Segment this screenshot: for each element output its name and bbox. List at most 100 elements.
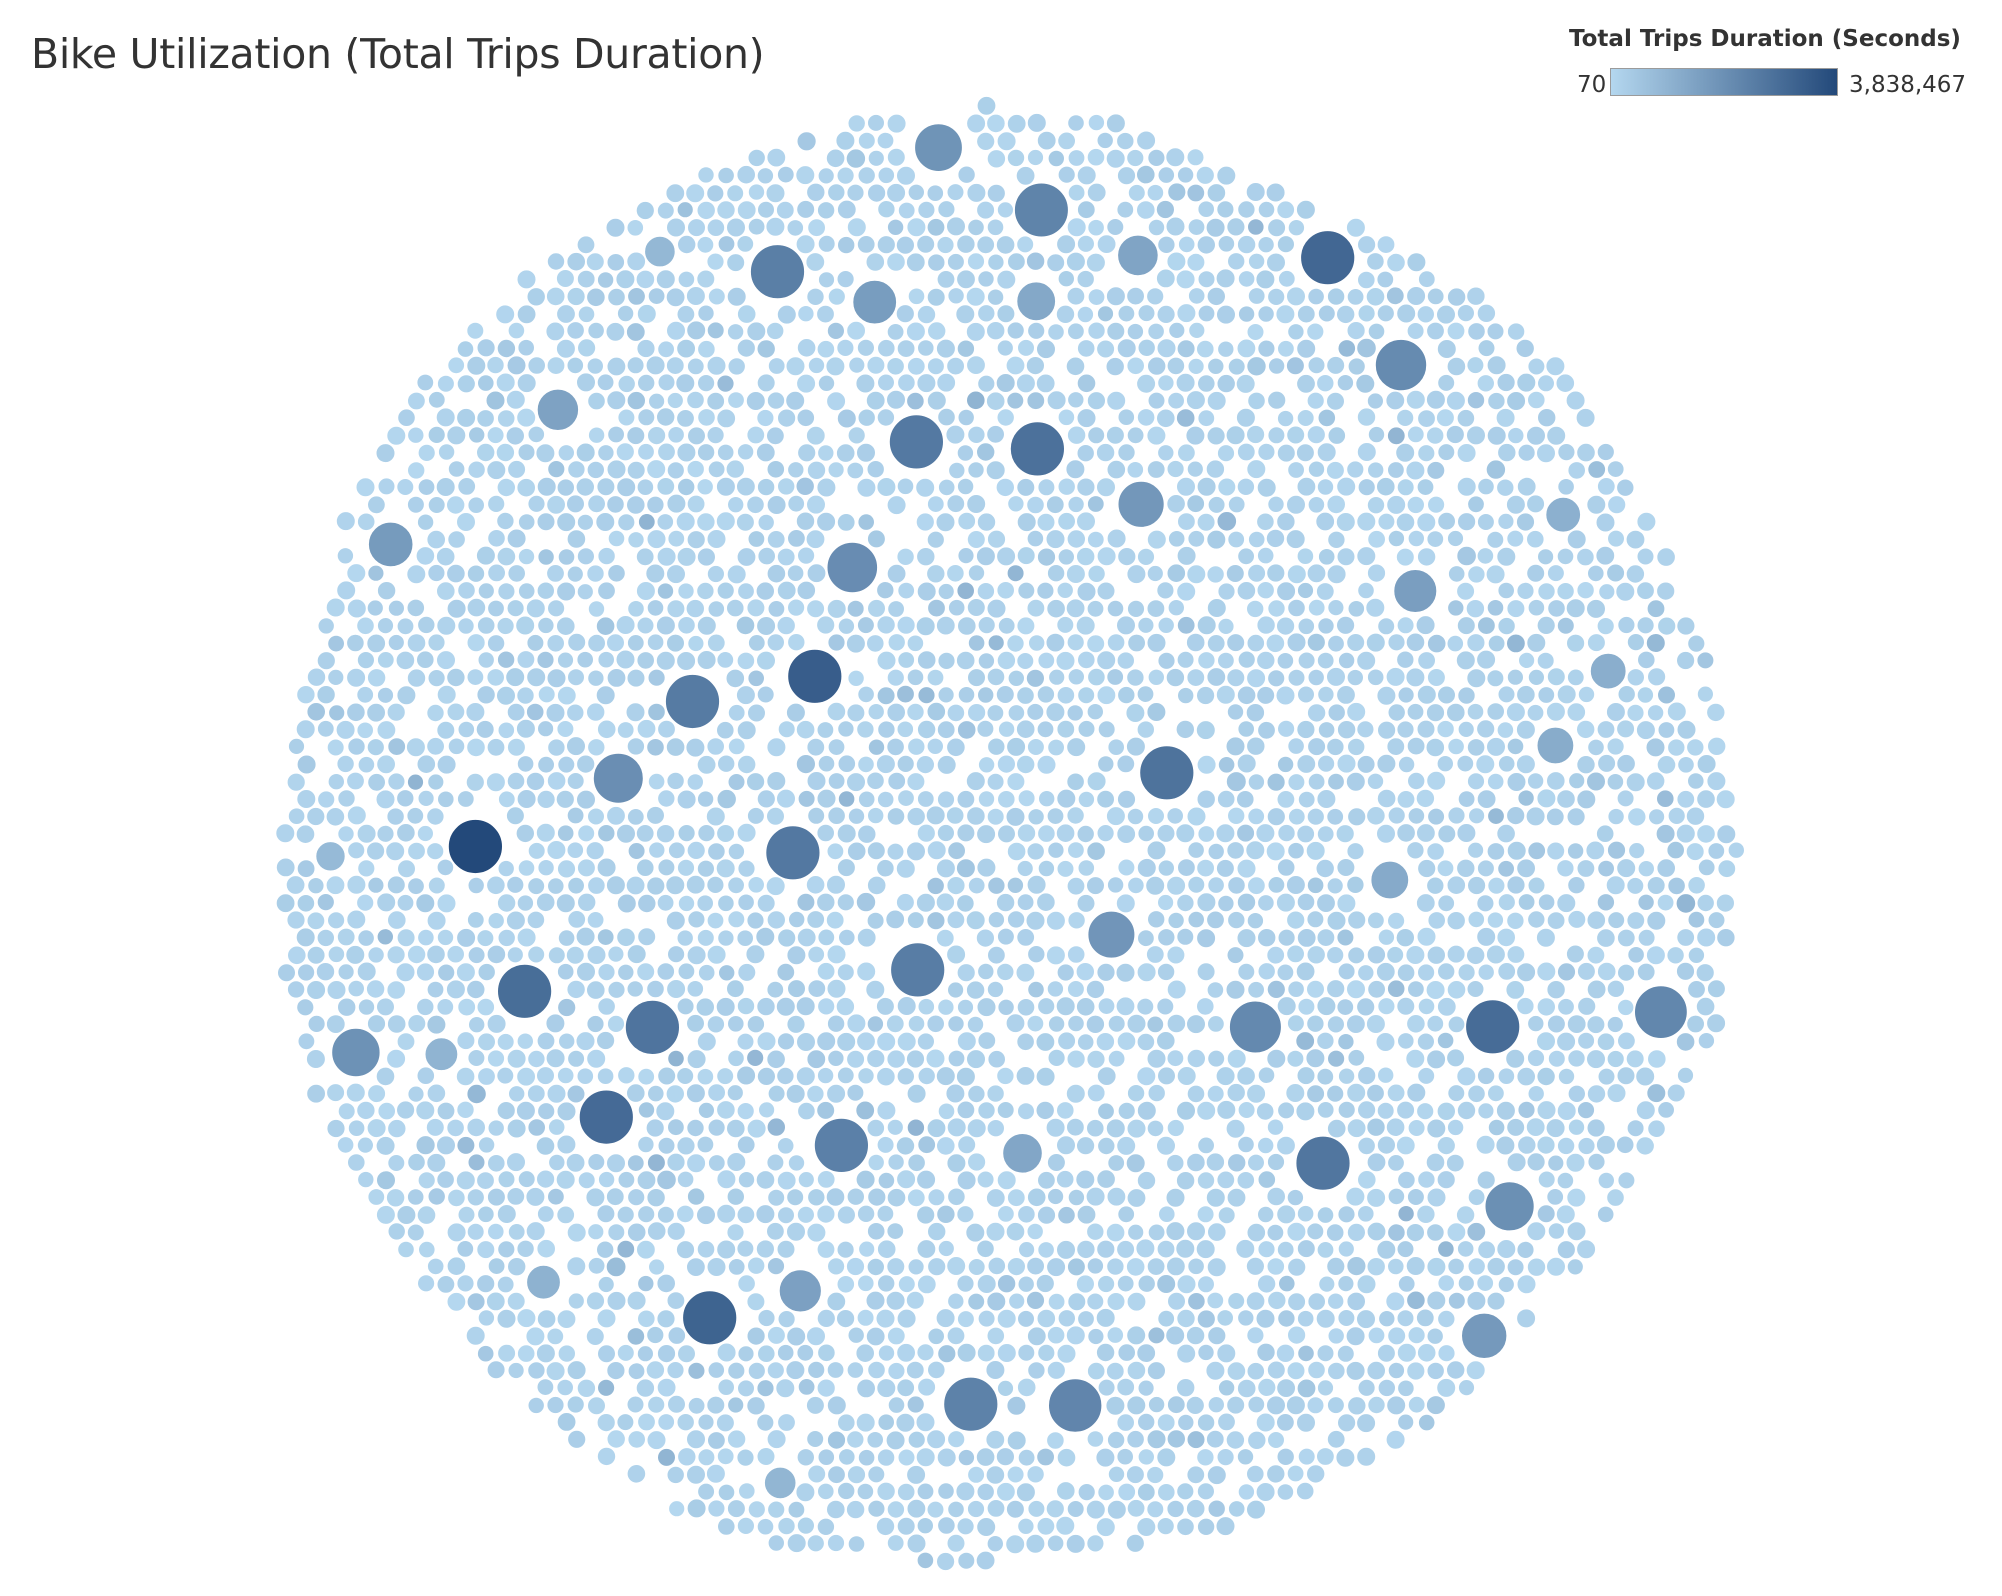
bubble-mark[interactable]: [687, 910, 706, 929]
bubble-mark[interactable]: [1246, 736, 1266, 756]
bubble-mark[interactable]: [1277, 1309, 1296, 1328]
bubble-mark[interactable]: [717, 1447, 735, 1466]
bubble-mark[interactable]: [1086, 182, 1107, 203]
bubble-mark[interactable]: [1008, 1292, 1026, 1310]
bubble-mark[interactable]: [1267, 495, 1285, 513]
bubble-mark[interactable]: [1567, 1049, 1586, 1068]
bubble-mark[interactable]: [1236, 1171, 1255, 1190]
bubble-mark[interactable]: [1467, 322, 1486, 341]
bubble-mark[interactable]: [426, 1153, 447, 1173]
bubble-mark[interactable]: [495, 372, 516, 393]
bubble-mark[interactable]: [426, 980, 445, 999]
bubble-mark[interactable]: [967, 425, 986, 444]
bubble-mark[interactable]: [1147, 1084, 1166, 1103]
bubble-mark[interactable]: [575, 442, 596, 463]
bubble-mark[interactable]: [1117, 408, 1135, 426]
bubble-mark[interactable]: [366, 738, 385, 757]
bubble-mark[interactable]: [717, 929, 735, 947]
bubble-mark[interactable]: [427, 669, 446, 687]
bubble-mark[interactable]: [1415, 788, 1435, 808]
bubble-mark[interactable]: [645, 1360, 665, 1380]
bubble-mark[interactable]: [1117, 1482, 1136, 1502]
bubble-mark[interactable]: [1626, 668, 1645, 687]
bubble-mark[interactable]: [1296, 199, 1316, 220]
bubble-mark[interactable]: [1046, 980, 1064, 998]
bubble-mark[interactable]: [436, 893, 457, 914]
bubble-mark[interactable]: [1256, 512, 1275, 531]
bubble-mark[interactable]: [1347, 1396, 1367, 1416]
bubble-mark[interactable]: [866, 1431, 884, 1449]
bubble-mark[interactable]: [826, 1361, 845, 1379]
bubble-mark[interactable]: [707, 842, 726, 861]
bubble-mark[interactable]: [416, 1205, 437, 1225]
bubble-mark[interactable]: [1176, 1343, 1196, 1364]
bubble-mark[interactable]: [797, 1102, 816, 1121]
bubble-mark[interactable]: [846, 633, 866, 654]
bubble-mark[interactable]: [755, 1170, 776, 1190]
bubble-mark[interactable]: [356, 651, 375, 669]
bubble-mark[interactable]: [696, 755, 717, 775]
bubble-mark[interactable]: [765, 825, 821, 881]
bubble-mark[interactable]: [887, 633, 906, 652]
bubble-mark[interactable]: [666, 633, 685, 653]
bubble-mark[interactable]: [1505, 1049, 1525, 1069]
bubble-mark[interactable]: [827, 461, 845, 479]
bubble-mark[interactable]: [356, 1100, 376, 1120]
bubble-mark[interactable]: [346, 702, 366, 722]
bubble-mark[interactable]: [1066, 251, 1086, 272]
bubble-mark[interactable]: [588, 600, 606, 618]
bubble-mark[interactable]: [1246, 425, 1265, 444]
bubble-mark[interactable]: [896, 755, 915, 773]
bubble-mark[interactable]: [1177, 1413, 1195, 1431]
bubble-mark[interactable]: [1297, 997, 1316, 1016]
bubble-mark[interactable]: [1297, 1205, 1315, 1223]
bubble-mark[interactable]: [876, 1067, 896, 1087]
bubble-mark[interactable]: [575, 926, 596, 947]
bubble-mark[interactable]: [1176, 1100, 1196, 1121]
bubble-mark[interactable]: [907, 737, 926, 756]
bubble-mark[interactable]: [1002, 1133, 1043, 1174]
bubble-mark[interactable]: [635, 1378, 655, 1398]
bubble-mark[interactable]: [767, 600, 786, 618]
bubble-mark[interactable]: [766, 1361, 785, 1380]
bubble-mark[interactable]: [467, 1153, 486, 1172]
bubble-mark[interactable]: [676, 201, 694, 219]
bubble-mark[interactable]: [997, 1380, 1014, 1397]
bubble-mark[interactable]: [376, 754, 396, 775]
bubble-mark[interactable]: [616, 1413, 635, 1431]
bubble-mark[interactable]: [1257, 201, 1276, 219]
bubble-mark[interactable]: [756, 997, 776, 1017]
bubble-mark[interactable]: [1106, 286, 1126, 307]
bubble-mark[interactable]: [1356, 720, 1375, 739]
bubble-mark[interactable]: [706, 944, 727, 965]
bubble-mark[interactable]: [806, 1326, 826, 1346]
bubble-mark[interactable]: [756, 685, 775, 704]
bubble-mark[interactable]: [1176, 1309, 1196, 1329]
bubble-mark[interactable]: [527, 1396, 545, 1414]
bubble-mark[interactable]: [1397, 1342, 1417, 1363]
bubble-mark[interactable]: [1297, 790, 1316, 809]
bubble-mark[interactable]: [1376, 235, 1396, 254]
bubble-mark[interactable]: [737, 582, 755, 600]
bubble-mark[interactable]: [325, 597, 346, 618]
bubble-mark[interactable]: [346, 598, 367, 619]
bubble-mark[interactable]: [666, 1291, 686, 1310]
bubble-mark[interactable]: [1496, 546, 1517, 567]
bubble-mark[interactable]: [486, 1360, 506, 1379]
bubble-mark[interactable]: [957, 1310, 975, 1328]
bubble-mark[interactable]: [1447, 737, 1465, 756]
bubble-mark[interactable]: [306, 1083, 326, 1104]
bubble-mark[interactable]: [887, 600, 905, 618]
bubble-mark[interactable]: [1035, 1100, 1055, 1120]
bubble-mark[interactable]: [1476, 547, 1495, 565]
bubble-mark[interactable]: [1077, 1033, 1095, 1051]
bubble-mark[interactable]: [446, 979, 466, 1000]
bubble-mark[interactable]: [1216, 1343, 1237, 1364]
bubble-mark[interactable]: [667, 1326, 686, 1345]
bubble-mark[interactable]: [1495, 1135, 1516, 1156]
bubble-mark[interactable]: [456, 512, 476, 532]
bubble-mark[interactable]: [836, 443, 856, 463]
bubble-mark[interactable]: [1366, 1117, 1386, 1137]
bubble-mark[interactable]: [837, 790, 856, 808]
bubble-mark[interactable]: [1237, 200, 1256, 219]
